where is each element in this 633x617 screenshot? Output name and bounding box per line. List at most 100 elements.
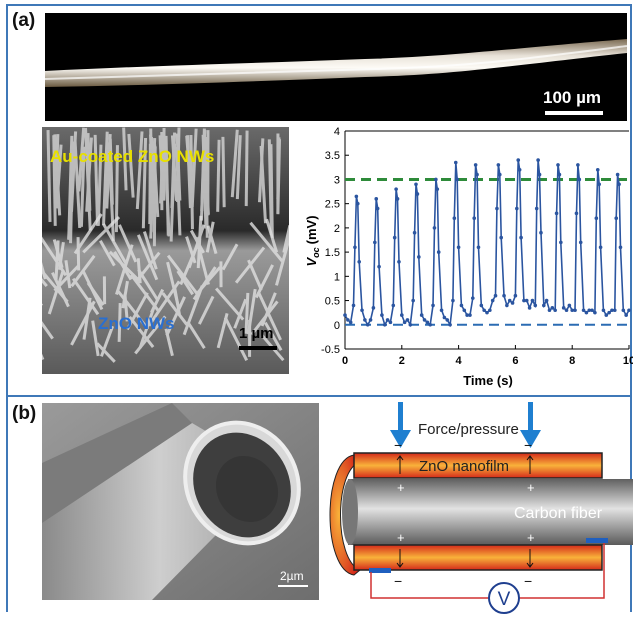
nanowire-bottom [264, 321, 283, 352]
nanowire-top [85, 140, 92, 211]
nanowire-bottom [42, 278, 48, 288]
data-point [402, 320, 407, 325]
data-point [408, 322, 413, 327]
data-point [422, 318, 427, 322]
data-point [594, 216, 599, 220]
data-point [570, 308, 574, 313]
data-point [513, 293, 518, 298]
data-point [411, 298, 415, 303]
data-point [354, 194, 359, 199]
y-tick-label: 0 [334, 320, 340, 332]
nanowire-top [170, 132, 177, 209]
data-point [456, 245, 461, 250]
x-axis-label: Time (s) [463, 373, 513, 388]
data-point [392, 235, 397, 240]
nanowire-bottom [128, 315, 155, 348]
data-point [412, 230, 417, 235]
data-point [554, 211, 559, 216]
data-point [473, 163, 478, 167]
nanowire-bottom [265, 218, 279, 253]
data-point [624, 313, 628, 317]
data-point [595, 167, 600, 172]
nanowire-bottom [138, 303, 157, 349]
nanowire-top [46, 130, 52, 222]
data-point [573, 308, 577, 313]
data-point [519, 235, 523, 240]
strain-arrows [396, 455, 534, 568]
data-point [621, 308, 626, 313]
nanowire-bottom [71, 277, 100, 316]
nanowire-bottom [275, 235, 289, 286]
plus-mark-bottom-left: + [397, 530, 405, 545]
minus-mark-bottom-right: − [524, 573, 532, 589]
scale-bar-label-2um: 2µm [280, 569, 304, 583]
data-point [468, 313, 472, 317]
scale-bar-100um [545, 111, 603, 115]
data-point [476, 245, 481, 250]
nanowire-top [230, 129, 239, 198]
data-point [495, 206, 499, 211]
y-tick-label: 2.5 [325, 199, 340, 211]
panel-divider [6, 395, 632, 397]
nanowire-top [135, 131, 144, 210]
nanowire-bottom [70, 300, 96, 346]
y-tick-label: 3 [334, 174, 340, 186]
y-tick-label: 0.5 [325, 296, 340, 308]
data-point [539, 230, 543, 235]
data-point [451, 298, 455, 303]
nanowire-bottom [256, 291, 282, 341]
nanowire-bottom [234, 246, 266, 284]
nanowire-bottom [102, 223, 128, 265]
data-point [577, 177, 582, 182]
nanowire-top [199, 130, 207, 221]
nanowire-bottom [221, 243, 239, 271]
nanowire-bottom [244, 292, 250, 334]
y-tick-label: 1.5 [325, 247, 340, 259]
nanowire-top [244, 130, 249, 207]
data-point [435, 187, 440, 191]
y-tick-label: 2 [334, 223, 340, 235]
data-point [471, 296, 475, 300]
plus-mark-bottom-right: + [527, 530, 535, 545]
nanowire-bottom [99, 240, 116, 267]
data-point [485, 310, 489, 315]
voc-chart: -0.500.511.522.533.540 2 4 6 8 10 Time (s) Vo… [304, 126, 633, 388]
au-coated-label: Au-coated ZnO NWs [50, 147, 215, 166]
data-point [479, 303, 484, 308]
nanowire-top [52, 135, 57, 226]
nanowire-bottom [223, 316, 249, 361]
nanowire-top [122, 127, 128, 191]
nanowire-bottom [182, 285, 204, 336]
carbon-fiber-core [348, 479, 633, 545]
data-point [455, 177, 459, 182]
force-arrow-left [390, 402, 411, 448]
nanowire-bottom [117, 303, 122, 342]
data-point [553, 308, 557, 313]
nanowire-top [185, 135, 194, 200]
data-point [380, 313, 384, 317]
data-point [445, 318, 450, 322]
nanowire-bottom [64, 260, 72, 289]
y-tick-label: 1 [334, 271, 340, 283]
nanowire-bottom [260, 292, 277, 327]
y-axis-label: Voc (mV) [304, 215, 321, 266]
panel-label-a: (a) [12, 10, 36, 31]
zno-film-bottom [353, 544, 603, 571]
nanowire-bottom [136, 234, 159, 281]
data-point [544, 298, 549, 303]
data-point [428, 322, 432, 327]
data-point [442, 315, 447, 320]
data-point [564, 308, 569, 313]
nanowire-bottom [165, 296, 186, 337]
nanowire-bottom [186, 320, 206, 349]
data-point [627, 308, 631, 313]
nanowire-top [149, 138, 157, 239]
data-point [436, 250, 441, 254]
data-point [515, 206, 519, 211]
data-point [516, 158, 521, 162]
y-label-main: V [304, 257, 319, 267]
x-tick-label: 0 [342, 355, 348, 367]
data-point [615, 172, 620, 177]
data-point [351, 303, 356, 308]
data-point [507, 298, 512, 303]
